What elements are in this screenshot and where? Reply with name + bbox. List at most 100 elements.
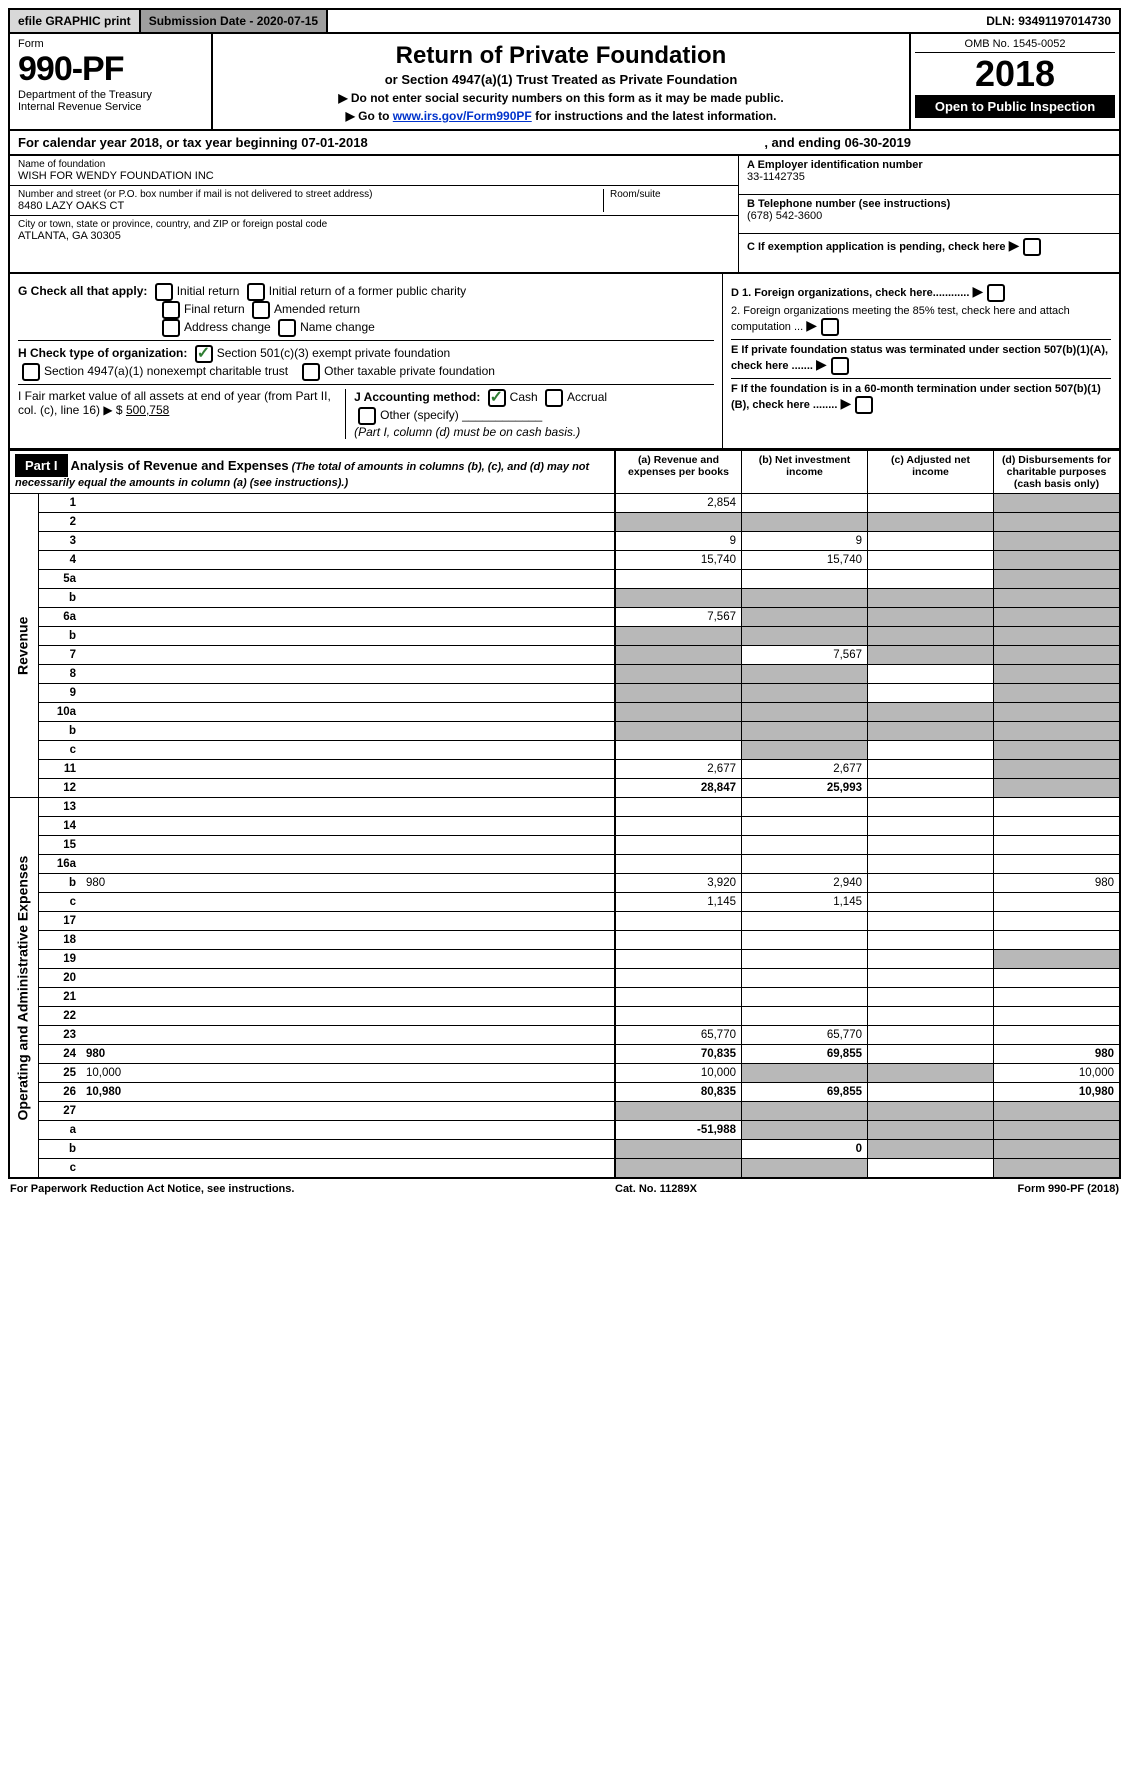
amount-cell bbox=[615, 950, 742, 969]
g-amended[interactable] bbox=[252, 301, 270, 319]
line-number: 17 bbox=[39, 912, 82, 931]
omb-number: OMB No. 1545-0052 bbox=[915, 38, 1115, 53]
amount-cell bbox=[868, 874, 994, 893]
g-address[interactable] bbox=[162, 319, 180, 337]
amount-cell bbox=[742, 988, 868, 1007]
amount-cell bbox=[994, 1007, 1121, 1026]
form-id-block: Form 990-PF Department of the Treasury I… bbox=[10, 34, 213, 129]
amount-cell: 70,835 bbox=[615, 1045, 742, 1064]
line-description bbox=[81, 969, 615, 988]
line-number: c bbox=[39, 1159, 82, 1179]
j-other[interactable] bbox=[358, 407, 376, 425]
amount-cell bbox=[868, 988, 994, 1007]
dept-label: Department of the Treasury bbox=[18, 89, 203, 101]
line-description bbox=[81, 836, 615, 855]
amount-cell bbox=[868, 931, 994, 950]
j-accrual[interactable] bbox=[545, 389, 563, 407]
amount-cell bbox=[994, 646, 1121, 665]
line-number: 27 bbox=[39, 1102, 82, 1121]
amount-cell bbox=[994, 722, 1121, 741]
h-4947[interactable] bbox=[22, 363, 40, 381]
h-501c3[interactable] bbox=[195, 345, 213, 363]
line-number: 24 bbox=[39, 1045, 82, 1064]
c-label: C If exemption application is pending, c… bbox=[747, 241, 1006, 253]
e-checkbox[interactable] bbox=[831, 357, 849, 375]
amount-cell bbox=[742, 1102, 868, 1121]
col-b-header: (b) Net investment income bbox=[742, 451, 868, 494]
amount-cell bbox=[868, 1159, 994, 1179]
line-description bbox=[81, 1007, 615, 1026]
amount-cell bbox=[742, 836, 868, 855]
ein: 33-1142735 bbox=[747, 171, 1111, 183]
line-number: b bbox=[39, 627, 82, 646]
amount-cell bbox=[994, 950, 1121, 969]
h-row: H Check type of organization: Section 50… bbox=[18, 340, 714, 381]
amount-cell bbox=[615, 646, 742, 665]
line-number: b bbox=[39, 589, 82, 608]
amount-cell: 7,567 bbox=[742, 646, 868, 665]
amount-cell bbox=[868, 779, 994, 798]
amount-cell bbox=[742, 1064, 868, 1083]
amount-cell bbox=[742, 855, 868, 874]
g-name[interactable] bbox=[278, 319, 296, 337]
city-label: City or town, state or province, country… bbox=[18, 219, 730, 230]
amount-cell bbox=[742, 931, 868, 950]
amount-cell bbox=[868, 969, 994, 988]
amount-cell bbox=[742, 494, 868, 513]
line-number: 23 bbox=[39, 1026, 82, 1045]
amount-cell: 9 bbox=[742, 532, 868, 551]
form990pf-link[interactable]: www.irs.gov/Form990PF bbox=[393, 109, 532, 123]
amount-cell bbox=[994, 1102, 1121, 1121]
amount-cell: 7,567 bbox=[615, 608, 742, 627]
j-cash[interactable] bbox=[488, 389, 506, 407]
line-description bbox=[81, 1140, 615, 1159]
line-number: 15 bbox=[39, 836, 82, 855]
amount-cell bbox=[994, 551, 1121, 570]
col-d-header: (d) Disbursements for charitable purpose… bbox=[994, 451, 1121, 494]
line-number: c bbox=[39, 741, 82, 760]
amount-cell bbox=[868, 684, 994, 703]
amount-cell bbox=[868, 627, 994, 646]
amount-cell bbox=[742, 513, 868, 532]
amount-cell bbox=[868, 950, 994, 969]
h-other[interactable] bbox=[302, 363, 320, 381]
amount-cell bbox=[868, 589, 994, 608]
amount-cell bbox=[868, 741, 994, 760]
line-number: c bbox=[39, 893, 82, 912]
amount-cell: 1,145 bbox=[615, 893, 742, 912]
amount-cell bbox=[994, 741, 1121, 760]
col-a-header: (a) Revenue and expenses per books bbox=[615, 451, 742, 494]
g-final[interactable] bbox=[162, 301, 180, 319]
part1-label: Part I bbox=[15, 454, 68, 477]
amount-cell bbox=[742, 608, 868, 627]
amount-cell bbox=[615, 912, 742, 931]
g-initial-former[interactable] bbox=[247, 283, 265, 301]
part1-title: Analysis of Revenue and Expenses bbox=[70, 458, 288, 473]
line-description: 10,980 bbox=[81, 1083, 615, 1102]
amount-cell: 69,855 bbox=[742, 1045, 868, 1064]
d2-checkbox[interactable] bbox=[821, 318, 839, 336]
line-description bbox=[81, 646, 615, 665]
d1-checkbox[interactable] bbox=[987, 284, 1005, 302]
paperwork-notice: For Paperwork Reduction Act Notice, see … bbox=[10, 1183, 294, 1195]
c-checkbox[interactable] bbox=[1023, 238, 1041, 256]
line-description bbox=[81, 513, 615, 532]
line-description bbox=[81, 665, 615, 684]
f-checkbox[interactable] bbox=[855, 396, 873, 414]
amount-cell bbox=[994, 627, 1121, 646]
form-label: Form bbox=[18, 38, 203, 50]
cat-no: Cat. No. 11289X bbox=[615, 1183, 697, 1195]
line-description bbox=[81, 931, 615, 950]
line-description bbox=[81, 494, 615, 513]
amount-cell bbox=[994, 1026, 1121, 1045]
g-row: G Check all that apply: Initial return I… bbox=[18, 283, 714, 337]
line-description bbox=[81, 532, 615, 551]
amount-cell bbox=[994, 1121, 1121, 1140]
amount-cell bbox=[868, 1083, 994, 1102]
line-description bbox=[81, 1102, 615, 1121]
line-number: 13 bbox=[39, 798, 82, 817]
g-initial[interactable] bbox=[155, 283, 173, 301]
calendar-year-row: For calendar year 2018, or tax year begi… bbox=[8, 131, 1121, 156]
line-number: 19 bbox=[39, 950, 82, 969]
amount-cell bbox=[868, 1007, 994, 1026]
